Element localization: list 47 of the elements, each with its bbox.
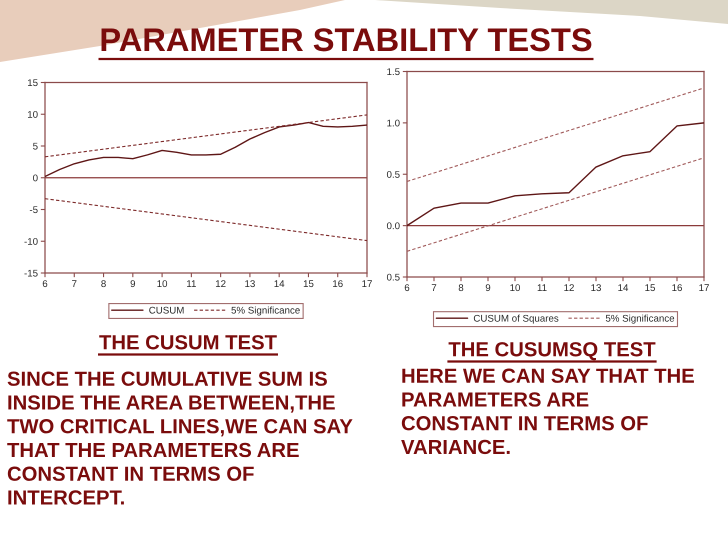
x-tick-label: 13 xyxy=(245,280,255,288)
x-tick-label: 11 xyxy=(538,284,547,291)
y-tick-label: 0.5 xyxy=(386,170,400,178)
x-tick-label: 16 xyxy=(672,284,682,292)
x-tick-label: 14 xyxy=(618,284,628,291)
x-tick-label: 14 xyxy=(274,280,284,287)
x-tick-label: 11 xyxy=(187,280,196,287)
y-tick-label: 5 xyxy=(33,142,38,150)
y-tick-label: 15 xyxy=(28,79,38,86)
line-series xyxy=(45,122,367,178)
x-tick-label: 9 xyxy=(130,280,136,288)
x-tick-label: 17 xyxy=(699,284,709,291)
x-tick-label: 12 xyxy=(216,280,226,287)
x-tick-label: 8 xyxy=(101,280,106,288)
legend-label: CUSUM xyxy=(149,306,184,314)
x-tick-label: 7 xyxy=(72,280,76,287)
x-tick-label: 9 xyxy=(486,284,490,292)
legend-label: 5% Significance xyxy=(231,306,300,316)
text: SINCE THE CUMULATIVE SUM IS INSIDE THE AREA BETWEEN,THE TWO CRITICAL LINES,WE CAN SAY THAT THE PARAMETERS ARE CONSTANT IN TERMS OF INTERCEPT. xyxy=(7,372,353,505)
x-tick-label: 10 xyxy=(510,284,520,292)
legend-label: CUSUM of Squares xyxy=(474,314,558,324)
x-tick-label: 17 xyxy=(362,280,372,287)
text: THE CUSUM TEST xyxy=(99,335,277,350)
x-tick-label: 15 xyxy=(645,284,655,292)
x-tick-label: 8 xyxy=(458,284,464,292)
y-tick-label: -15 xyxy=(24,270,38,277)
x-tick-label: 7 xyxy=(432,284,436,291)
x-tick-label: 6 xyxy=(404,284,410,292)
y-tick-label: 1.5 xyxy=(387,68,400,76)
x-tick-label: 13 xyxy=(591,284,601,292)
y-tick-label: 0.5 xyxy=(386,274,400,281)
x-tick-label: 15 xyxy=(304,280,314,288)
x-tick-label: 16 xyxy=(333,280,343,288)
y-tick-label: 1.0 xyxy=(387,120,400,126)
y-tick-label: -5 xyxy=(30,206,38,214)
y-tick-label: 0.0 xyxy=(386,222,400,230)
y-tick-label: 10 xyxy=(28,110,38,118)
x-tick-label: 12 xyxy=(564,284,574,291)
text: HERE WE CAN SAY THAT THE PARAMETERS ARE CONSTANT IN TERMS OF VARIANCE. xyxy=(401,368,694,454)
line-series xyxy=(407,122,704,226)
chart-title: PARAMETER STABILITY TESTS xyxy=(102,28,592,52)
y-tick-label: -10 xyxy=(24,238,38,245)
x-tick-label: 10 xyxy=(157,280,168,288)
x-tick-label: 6 xyxy=(42,280,48,288)
legend-label: 5% Significance xyxy=(606,314,674,324)
text: THE CUSUMSQ TEST xyxy=(448,342,656,360)
y-tick-label: 0 xyxy=(33,174,38,182)
